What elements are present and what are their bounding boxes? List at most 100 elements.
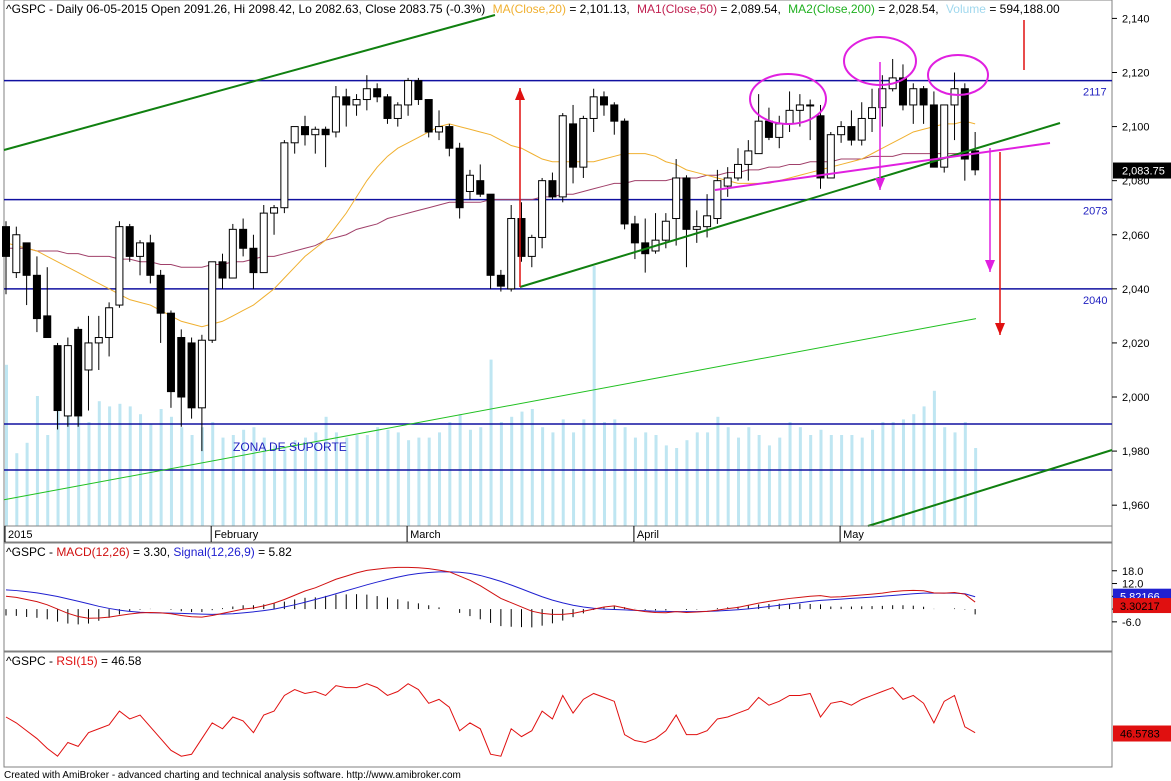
time-label: April [637, 529, 659, 541]
volume-bar [448, 422, 452, 526]
rsi-header: ^GSPC - RSI(15) = 46.58 [6, 654, 142, 668]
candle-body [929, 104, 938, 168]
candle-body [548, 180, 557, 198]
volume-bar [953, 432, 957, 526]
volume-bar [324, 416, 328, 526]
price-tick-label: 2,140 [1122, 13, 1150, 25]
volume-bar [149, 424, 153, 526]
candle-body [270, 207, 279, 214]
price-tick-label: 1,960 [1122, 500, 1150, 512]
volume-bar [974, 448, 978, 526]
macd-header: ^GSPC - MACD(12,26) = 3.30, Signal(12,26… [6, 545, 292, 559]
volume-bar [530, 409, 534, 526]
candle-body [280, 142, 289, 209]
candle-body [692, 226, 701, 230]
price-tick-label: 2,040 [1122, 284, 1150, 296]
time-label: 2015 [8, 529, 32, 541]
candle-body [837, 126, 846, 136]
candle-body [682, 177, 691, 230]
signal-value: = 5.82 [258, 545, 292, 559]
volume-bar [438, 432, 442, 526]
candle-body [146, 242, 155, 276]
macd-prefix: ^GSPC - [6, 545, 56, 559]
volume-bar [778, 437, 782, 526]
ma20-label: MA(Close,20) [493, 2, 566, 16]
footer-credit: Created with AmiBroker - advanced charti… [4, 770, 461, 781]
volume-bar [840, 435, 844, 526]
rsi-line [5, 683, 976, 757]
last-price-label: 2,083.75 [1122, 166, 1165, 178]
horizontal-levels: 2117 2073 2040 [4, 79, 1112, 471]
volume-bar [520, 411, 524, 526]
volume-bar [386, 429, 390, 526]
candle-body [465, 174, 474, 192]
volume-label: Volume [946, 2, 986, 16]
volume-bar [499, 422, 503, 526]
rsi-badge [1113, 725, 1171, 742]
candle-body [785, 109, 794, 125]
ma50-value: = 2,089.54, [720, 2, 780, 16]
candle-body [909, 88, 918, 106]
right-shoulder-ellipse [927, 54, 989, 96]
time-axis: 2015 February March April May [4, 525, 1112, 542]
candle-body [919, 88, 928, 106]
volume-bar [211, 422, 215, 526]
macd-value: = 3.30, [133, 545, 173, 559]
candle-body [486, 193, 495, 276]
volume-bar [376, 427, 380, 526]
volume-bar [788, 422, 792, 526]
candle-body [610, 104, 619, 122]
volume-bar [303, 437, 307, 526]
candle-body [321, 128, 330, 136]
volume-bar [510, 416, 514, 526]
candle-body [22, 242, 31, 276]
price-tick-label: 2,020 [1122, 338, 1150, 350]
candle-body [940, 104, 949, 168]
volume-bar [479, 427, 483, 526]
support-zone-label: ZONA DE SUPORTE [233, 440, 347, 454]
head-target-arrow-head [875, 178, 885, 190]
volume-bar [767, 445, 771, 526]
candle-body [703, 215, 712, 228]
candle-body [517, 218, 526, 257]
volume-bar [932, 390, 936, 526]
volume-bar [664, 445, 668, 526]
volume-bar [860, 437, 864, 526]
ma20-value: = 2,101.13, [569, 2, 629, 16]
macd-panel[interactable] [3, 542, 1113, 652]
candle-body [74, 328, 83, 417]
candle-body [187, 342, 196, 409]
volume-bar [15, 453, 19, 526]
candle-body [249, 247, 258, 274]
up-arrow-head [515, 88, 525, 100]
candle-body [816, 115, 825, 179]
ma200-value: = 2,028.54, [878, 2, 938, 16]
candle-body [115, 226, 124, 306]
volume-bar [726, 427, 730, 526]
volume-bar [716, 416, 720, 526]
candle-body [898, 77, 907, 106]
volume-bar [25, 442, 29, 526]
candle-body [754, 120, 763, 155]
time-label: February [214, 529, 259, 541]
volume-bar [757, 435, 761, 526]
last-price-badge [1113, 162, 1171, 179]
candle-body [599, 96, 608, 106]
volume-bar [747, 427, 751, 526]
level-label: 2040 [1083, 295, 1107, 307]
macd-badge [1113, 598, 1171, 614]
candle-body [661, 220, 670, 241]
candle-body [527, 236, 536, 257]
volume-bar [871, 429, 875, 526]
volume-bar [56, 396, 60, 526]
candle-body [713, 180, 722, 220]
candle-body [32, 274, 41, 320]
volume-bar [97, 401, 101, 526]
candle-body [414, 80, 423, 101]
candle-body [775, 123, 784, 138]
volume-bar [582, 419, 586, 526]
candle-body [125, 226, 134, 257]
candle-body [2, 226, 10, 257]
candle-body [806, 104, 815, 107]
candle-body [734, 163, 743, 179]
